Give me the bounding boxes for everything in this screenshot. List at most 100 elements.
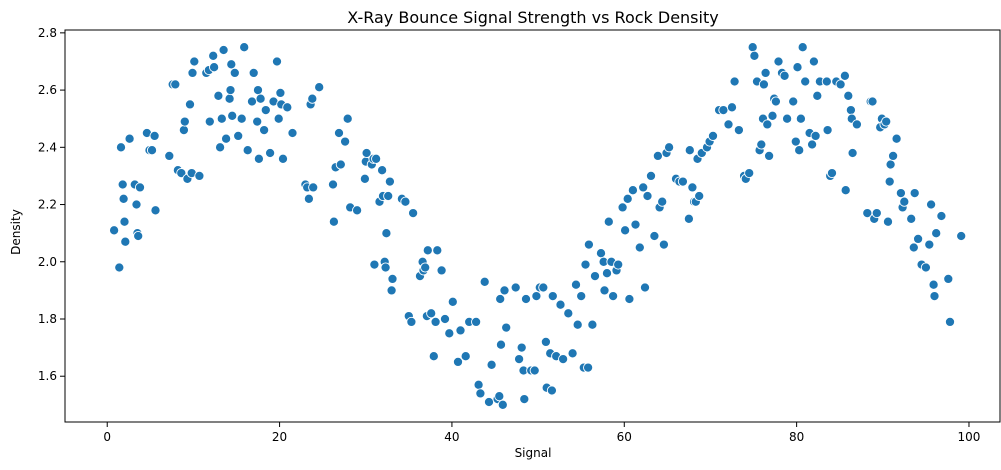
data-point	[687, 182, 698, 193]
data-point	[779, 70, 790, 81]
data-point	[762, 119, 773, 130]
data-point	[432, 245, 443, 256]
data-point	[377, 165, 388, 176]
data-point	[236, 113, 247, 124]
data-point	[906, 213, 917, 224]
data-point	[812, 90, 823, 101]
data-point	[576, 291, 587, 302]
data-point	[881, 116, 892, 127]
data-point	[758, 79, 769, 90]
data-point	[277, 153, 289, 164]
points-layer	[109, 42, 967, 410]
data-point	[546, 385, 557, 396]
data-point	[452, 356, 464, 367]
data-point	[845, 105, 856, 116]
data-point	[483, 396, 495, 408]
data-point	[782, 113, 793, 124]
data-point	[884, 176, 895, 187]
data-point	[118, 193, 129, 204]
data-point	[194, 170, 205, 181]
data-point	[455, 325, 466, 336]
data-point	[664, 142, 675, 153]
data-point	[788, 96, 799, 107]
data-point	[882, 216, 894, 227]
data-point	[826, 168, 838, 179]
data-point	[501, 322, 512, 333]
data-point	[406, 316, 417, 327]
data-point	[760, 67, 771, 78]
data-point	[956, 230, 967, 242]
data-point	[538, 282, 549, 293]
data-point	[810, 130, 821, 141]
data-point	[620, 225, 631, 236]
data-point	[840, 185, 851, 196]
data-point	[555, 299, 566, 310]
data-point	[422, 245, 433, 256]
data-point	[380, 262, 391, 273]
data-point	[516, 342, 527, 353]
data-point	[658, 239, 669, 250]
data-point	[843, 90, 854, 101]
data-point	[587, 319, 598, 330]
data-point	[749, 50, 760, 61]
data-point	[756, 139, 767, 150]
data-point	[909, 188, 920, 199]
data-point	[792, 62, 803, 73]
data-point	[497, 399, 508, 410]
data-point	[308, 182, 319, 193]
y-tick-label: 2.0	[38, 255, 57, 269]
y-tick-label: 2.2	[38, 198, 57, 212]
y-tick-label: 1.8	[38, 312, 57, 326]
data-point	[589, 271, 601, 282]
data-point	[225, 85, 236, 96]
data-point	[115, 142, 127, 153]
data-point	[747, 42, 758, 53]
data-point	[936, 210, 947, 222]
data-point	[891, 133, 902, 144]
data-point	[246, 96, 258, 107]
data-point	[718, 105, 729, 116]
data-point	[239, 42, 250, 53]
data-point	[447, 296, 458, 307]
data-point	[227, 110, 238, 121]
data-point	[253, 153, 264, 164]
data-point	[797, 42, 808, 53]
data-point	[567, 348, 578, 359]
data-point	[371, 153, 382, 164]
x-tick-label: 80	[789, 430, 804, 444]
data-point	[473, 379, 484, 390]
data-point	[386, 285, 397, 296]
data-point	[622, 193, 633, 204]
data-point	[131, 199, 142, 210]
x-tick-label: 0	[103, 430, 111, 444]
data-point	[333, 127, 345, 139]
data-point	[634, 242, 645, 253]
data-point	[242, 145, 253, 156]
data-point	[683, 213, 694, 224]
data-point	[519, 394, 530, 405]
data-point	[583, 239, 594, 250]
y-tick-label: 2.8	[38, 26, 57, 40]
data-point	[124, 133, 135, 144]
data-point	[426, 308, 437, 319]
data-point	[944, 316, 956, 327]
data-point	[895, 188, 906, 199]
data-point	[495, 293, 506, 305]
data-point	[570, 279, 582, 290]
data-point	[547, 291, 558, 302]
data-point	[558, 354, 569, 365]
data-point	[540, 336, 551, 347]
data-point	[694, 190, 705, 202]
data-point	[595, 248, 607, 259]
data-point	[684, 145, 695, 156]
data-point	[117, 179, 128, 190]
data-point	[471, 316, 482, 327]
data-point	[475, 388, 486, 399]
data-point	[178, 125, 189, 136]
x-tick-label: 60	[617, 430, 632, 444]
data-point	[218, 44, 229, 56]
data-point	[514, 354, 525, 365]
data-point	[851, 119, 862, 130]
data-point	[657, 196, 668, 207]
